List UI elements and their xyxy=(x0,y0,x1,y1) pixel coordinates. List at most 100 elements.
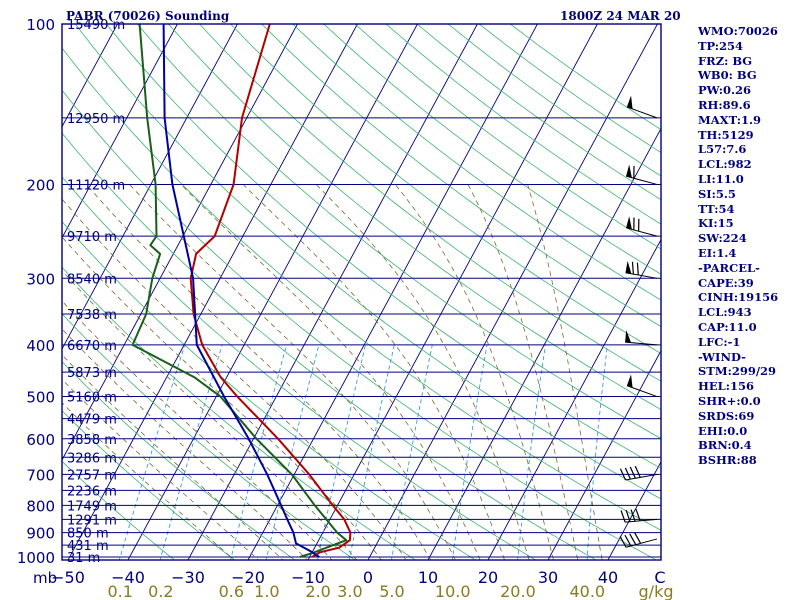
isotherm-line xyxy=(62,24,118,128)
temperature-unit-label: C xyxy=(654,568,665,587)
sounding-traces xyxy=(131,24,352,558)
mixing-ratio-tick-label: 2.0 xyxy=(305,582,330,600)
dry-adiabat-line xyxy=(136,24,661,440)
height-label: 11120 m xyxy=(67,178,125,193)
index-line: FRZ: BG xyxy=(698,53,753,68)
index-line: EHI:0.0 xyxy=(698,423,748,438)
pressure-tick-label: 700 xyxy=(26,466,55,484)
dry-adiabat-line xyxy=(62,89,658,560)
wind-barbs xyxy=(619,95,658,548)
pressure-tick-label: 800 xyxy=(26,497,55,515)
mixing-ratio-line xyxy=(391,344,433,560)
height-label: 4479 m xyxy=(67,413,117,428)
isotherm-line xyxy=(607,460,661,560)
index-line: SI:5.5 xyxy=(698,186,736,201)
index-line: CAP:11.0 xyxy=(698,319,757,334)
height-label: 15490 m xyxy=(67,18,125,33)
moist-adiabat-line xyxy=(62,270,358,560)
dry-adiabat-line xyxy=(62,460,176,560)
mixing-ratio-line xyxy=(586,344,608,560)
index-line: PW:0.26 xyxy=(698,83,752,98)
height-label: 3286 m xyxy=(67,451,117,466)
index-line: SW:224 xyxy=(698,231,747,246)
station-title: PABR (70026) Sounding xyxy=(66,9,230,23)
isotherm-line xyxy=(127,24,418,560)
wind-barb xyxy=(619,532,658,548)
isotherm-line xyxy=(367,24,658,560)
isotherm-line xyxy=(247,24,538,560)
mixing-ratio-line xyxy=(118,344,186,560)
dry-adiabat-line xyxy=(74,24,661,500)
moist-adiabat-line xyxy=(527,184,603,560)
pressure-tick-label: 1000 xyxy=(17,549,55,567)
height-label: 9710 m xyxy=(67,230,117,245)
height-label: 31 m xyxy=(67,551,100,566)
wind-barb xyxy=(625,164,658,185)
moist-adiabat-line xyxy=(62,378,260,560)
valid-time: 1800Z 24 MAR 20 xyxy=(560,9,681,23)
mixing-ratio-unit-label: g/kg xyxy=(639,582,674,600)
isotherm-line xyxy=(67,24,358,560)
moist-adiabat-line xyxy=(62,402,235,560)
mixing-ratio-tick-label: 5.0 xyxy=(379,582,404,600)
wind-barb xyxy=(619,465,658,481)
height-label: 8540 m xyxy=(67,272,117,287)
mixing-ratio-tick-label: 0.6 xyxy=(219,582,244,600)
temperature-tick-label: −10 xyxy=(291,568,325,587)
moist-adiabat-line xyxy=(62,328,308,560)
dry-adiabat-line xyxy=(199,24,661,382)
mixing-ratio-tick-label: 0.2 xyxy=(148,582,173,600)
moist-adiabat-line xyxy=(62,198,407,560)
dry-adiabat-line xyxy=(168,24,661,411)
moist-adiabat-line xyxy=(129,184,456,560)
index-line: TH:5129 xyxy=(698,127,754,142)
index-line: RH:89.6 xyxy=(698,97,751,112)
wind-barb xyxy=(625,216,658,237)
mixing-ratio-tick-label: 1.0 xyxy=(254,582,279,600)
wind-barb xyxy=(625,330,658,346)
dry-adiabat-line xyxy=(230,24,661,355)
moist-adiabat-line xyxy=(315,184,530,560)
moist-adiabat-line xyxy=(62,354,284,560)
temperature-tick-label: 0 xyxy=(363,568,373,587)
index-line: BRN:0.4 xyxy=(698,438,752,453)
pressure-tick-label: 100 xyxy=(26,16,55,34)
index-line: CINH:19156 xyxy=(698,290,779,305)
moist-adiabat-line xyxy=(467,184,579,560)
height-label: 5873 m xyxy=(67,366,117,381)
mixing-ratio-tick-label: 10.0 xyxy=(435,582,471,600)
dewpoint-trace xyxy=(131,24,348,558)
dry-adiabat-line xyxy=(62,176,537,560)
pressure-tick-label: 500 xyxy=(26,389,55,407)
mixing-ratio-line xyxy=(265,344,320,560)
index-line: HEL:156 xyxy=(698,379,754,394)
moist-adiabat-line xyxy=(86,184,432,560)
index-line: STM:299/29 xyxy=(698,364,777,379)
moist-adiabat-line xyxy=(394,184,554,560)
index-line: LCL:943 xyxy=(698,305,752,320)
index-line: MAXT:1.9 xyxy=(698,112,761,127)
index-line: KI:15 xyxy=(698,216,734,231)
pressure-tick-label: 300 xyxy=(26,270,55,288)
isotherm-line xyxy=(187,24,478,560)
background-lines xyxy=(62,24,661,560)
pressure-unit-label: mb xyxy=(33,569,57,587)
temperature-tick-label: 10 xyxy=(418,568,438,587)
index-line: EI:1.4 xyxy=(698,245,737,260)
index-line: -PARCEL- xyxy=(698,260,760,275)
index-line: WMO:70026 xyxy=(698,24,778,38)
height-label: 12950 m xyxy=(67,112,125,127)
height-label: 1291 m xyxy=(67,513,117,528)
temperature-tick-label: −20 xyxy=(231,568,265,587)
plot-frame xyxy=(61,23,662,561)
dry-adiabat-line xyxy=(354,24,661,250)
moist-adiabat-line xyxy=(180,184,481,560)
mixing-ratio-line xyxy=(517,344,546,560)
sounding-indices: WMO:70026 TP:254 FRZ: BG WB0: BG PW:0.26 RH:8… xyxy=(698,24,798,468)
mixing-ratio-tick-label: 20.0 xyxy=(500,582,536,600)
isotherm-line xyxy=(307,24,598,560)
height-label: 7538 m xyxy=(67,308,117,323)
isotherm-line xyxy=(487,238,661,560)
